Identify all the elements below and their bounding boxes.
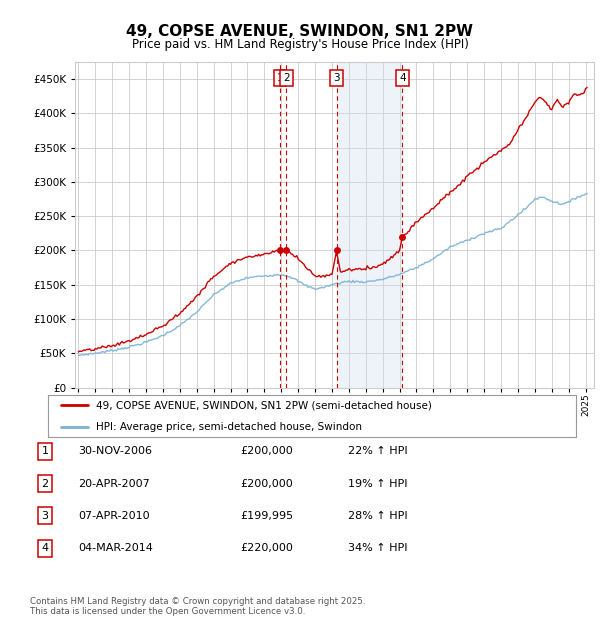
Text: 28% ↑ HPI: 28% ↑ HPI (348, 511, 407, 521)
Text: £199,995: £199,995 (240, 511, 293, 521)
Text: Price paid vs. HM Land Registry's House Price Index (HPI): Price paid vs. HM Land Registry's House … (131, 38, 469, 51)
Text: Contains HM Land Registry data © Crown copyright and database right 2025.: Contains HM Land Registry data © Crown c… (30, 597, 365, 606)
Text: £200,000: £200,000 (240, 446, 293, 456)
Text: 3: 3 (41, 511, 49, 521)
Text: 07-APR-2010: 07-APR-2010 (78, 511, 149, 521)
Text: 34% ↑ HPI: 34% ↑ HPI (348, 543, 407, 553)
Text: 22% ↑ HPI: 22% ↑ HPI (348, 446, 407, 456)
Text: HPI: Average price, semi-detached house, Swindon: HPI: Average price, semi-detached house,… (95, 422, 362, 432)
Text: 30-NOV-2006: 30-NOV-2006 (78, 446, 152, 456)
Text: £200,000: £200,000 (240, 479, 293, 489)
Text: 4: 4 (399, 73, 406, 82)
Text: 49, COPSE AVENUE, SWINDON, SN1 2PW: 49, COPSE AVENUE, SWINDON, SN1 2PW (127, 24, 473, 38)
Bar (337, 62, 403, 388)
Text: This data is licensed under the Open Government Licence v3.0.: This data is licensed under the Open Gov… (30, 607, 305, 616)
Text: 2: 2 (283, 73, 290, 82)
Text: 2: 2 (41, 479, 49, 489)
Text: £220,000: £220,000 (240, 543, 293, 553)
Text: 04-MAR-2014: 04-MAR-2014 (78, 543, 153, 553)
Text: 49, COPSE AVENUE, SWINDON, SN1 2PW (semi-detached house): 49, COPSE AVENUE, SWINDON, SN1 2PW (semi… (95, 401, 431, 410)
Text: 1: 1 (41, 446, 49, 456)
Text: 19% ↑ HPI: 19% ↑ HPI (348, 479, 407, 489)
Text: 20-APR-2007: 20-APR-2007 (78, 479, 150, 489)
Text: 3: 3 (333, 73, 340, 82)
Text: 4: 4 (41, 543, 49, 553)
Text: 1: 1 (277, 73, 283, 82)
